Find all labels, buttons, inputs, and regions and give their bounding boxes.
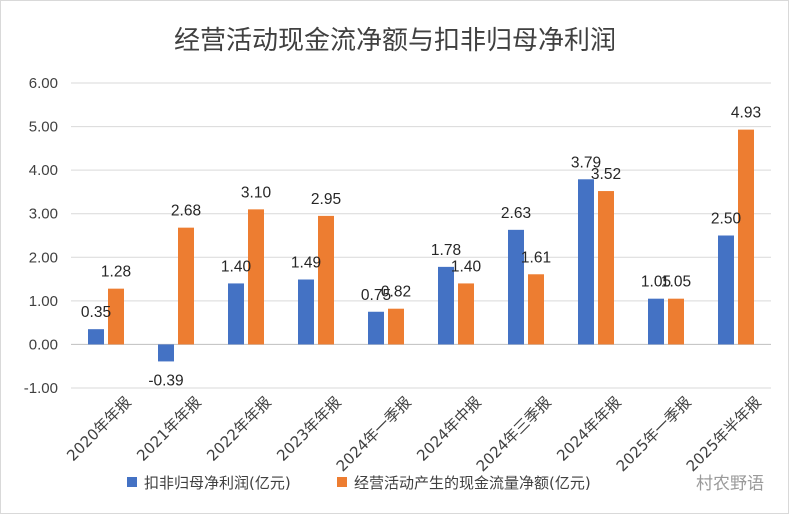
data-label: 3.10 xyxy=(241,184,272,201)
bar-cashflow xyxy=(178,227,194,345)
legend-label-profit: 扣非归母净利润(亿元) xyxy=(144,474,291,492)
y-axis-ticks: -1.00 0.00 1.00 2.00 3.00 4.00 5.00 6.00 xyxy=(24,75,58,397)
chart-title: 经营活动现金流净额与扣非归母净利润 xyxy=(174,26,616,56)
bar-profit xyxy=(368,311,384,345)
data-label: 1.40 xyxy=(221,258,252,275)
legend-swatch-profit xyxy=(127,477,137,487)
bar-cashflow xyxy=(598,191,614,345)
data-label: 0.75 xyxy=(361,287,391,304)
x-category-label: 2024年年报 xyxy=(553,393,625,465)
data-label: 0.35 xyxy=(81,304,111,321)
legend: 扣非归母净利润(亿元) 经营活动产生的现金流量净额(亿元) xyxy=(127,474,591,492)
y-tick-label: -1.00 xyxy=(24,380,58,397)
data-label: 2.95 xyxy=(311,191,341,208)
gridlines xyxy=(71,82,771,389)
bar-profit xyxy=(508,229,524,345)
bar-cashflow xyxy=(108,288,124,345)
y-tick-label: 1.00 xyxy=(29,293,58,310)
bar-cashflow xyxy=(668,298,684,345)
bar-profit xyxy=(578,179,594,345)
x-category-label: 2024年三季报 xyxy=(473,393,555,475)
bar-cashflow xyxy=(528,274,544,345)
data-label: 2.50 xyxy=(711,211,742,228)
bar-profit xyxy=(298,279,314,345)
bar-profit xyxy=(718,235,734,345)
data-label: 1.40 xyxy=(451,258,482,275)
data-label: 3.52 xyxy=(591,166,621,183)
bar-profit xyxy=(228,283,244,345)
x-category-label: 2024年中报 xyxy=(413,393,485,465)
data-label: 1.61 xyxy=(521,249,551,266)
bar-cashflow xyxy=(738,129,754,345)
x-category-label: 2024年一季报 xyxy=(333,393,415,475)
x-category-label: 2023年年报 xyxy=(273,393,345,465)
legend-label-cashflow: 经营活动产生的现金流量净额(亿元) xyxy=(354,474,591,492)
x-category-label: 2022年年报 xyxy=(203,393,275,465)
y-tick-label: 6.00 xyxy=(29,75,58,92)
watermark-text: 村农野语 xyxy=(696,474,764,494)
data-label: -0.39 xyxy=(148,372,183,389)
bar-cashflow xyxy=(248,209,264,345)
bar-profit xyxy=(88,329,104,345)
y-tick-label: 5.00 xyxy=(29,119,58,136)
data-label: 1.78 xyxy=(431,242,461,259)
legend-swatch-cashflow xyxy=(337,477,347,487)
data-label: 1.49 xyxy=(291,255,321,272)
x-category-label: 2020年年报 xyxy=(63,393,135,465)
data-label: 0.82 xyxy=(381,284,411,301)
data-label: 2.68 xyxy=(171,203,201,220)
bar-cashflow xyxy=(458,283,474,345)
data-label: 1.28 xyxy=(101,264,131,281)
data-label: 1.05 xyxy=(641,274,671,291)
data-label: 3.79 xyxy=(571,154,601,171)
bar-profit xyxy=(158,344,174,362)
y-tick-label: 4.00 xyxy=(29,162,58,179)
bar-cashflow xyxy=(388,308,404,345)
y-tick-label: 2.00 xyxy=(29,249,58,266)
bar-cashflow xyxy=(318,215,334,345)
x-category-label: 2021年年报 xyxy=(133,393,205,465)
bar-profit xyxy=(648,298,664,345)
x-axis-categories: 2020年年报2021年年报2022年年报2023年年报2024年一季报2024… xyxy=(63,393,765,475)
bar-profit xyxy=(438,266,454,345)
data-label: 1.05 xyxy=(661,274,691,291)
data-label: 4.93 xyxy=(731,105,761,122)
data-label: 2.63 xyxy=(501,205,531,222)
y-tick-label: 0.00 xyxy=(29,336,58,353)
y-tick-label: 3.00 xyxy=(29,206,58,223)
bars xyxy=(88,129,754,362)
x-category-label: 2025年半年报 xyxy=(683,393,765,475)
data-labels: 0.35 -0.39 1.40 1.49 0.75 1.78 2.63 3.79 1.05 2.5… xyxy=(81,105,761,390)
